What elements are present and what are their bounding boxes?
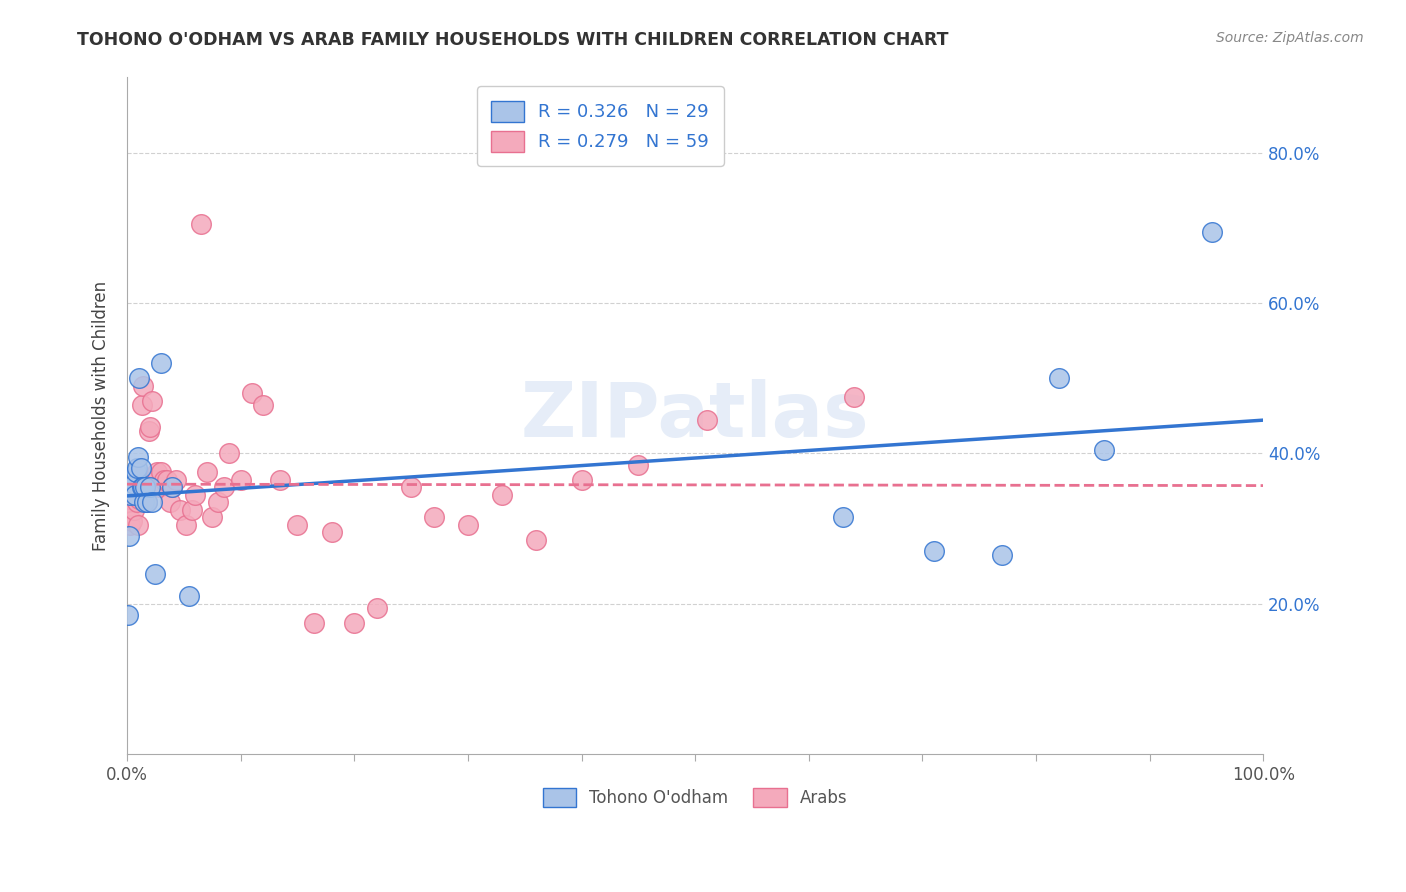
Point: [287, 517, 309, 532]
Point: [127, 495, 149, 509]
Point: [207, 495, 229, 509]
Point: [201, 510, 224, 524]
Point: [399, 480, 422, 494]
Point: [524, 533, 547, 547]
Point: [145, 566, 167, 581]
Point: [169, 503, 191, 517]
Point: [366, 600, 388, 615]
Point: [423, 510, 446, 524]
Point: [141, 495, 163, 509]
Point: [150, 465, 173, 479]
Point: [127, 517, 149, 532]
Point: [321, 525, 343, 540]
Point: [131, 480, 153, 494]
Point: [831, 510, 853, 524]
Point: [162, 480, 184, 494]
Point: [125, 465, 148, 479]
Point: [165, 473, 187, 487]
Point: [121, 514, 143, 528]
Y-axis label: Family Households with Children: Family Households with Children: [93, 281, 110, 551]
Point: [127, 488, 149, 502]
Point: [304, 615, 326, 630]
Point: [1047, 371, 1070, 385]
Point: [136, 495, 159, 509]
Point: [129, 480, 152, 494]
Legend: Tohono O'odham, Arabs: Tohono O'odham, Arabs: [536, 781, 855, 814]
Point: [134, 480, 156, 494]
Point: [212, 480, 235, 494]
Point: [121, 483, 143, 498]
Point: [179, 589, 201, 603]
Point: [141, 393, 163, 408]
Point: [180, 503, 202, 517]
Point: [195, 465, 218, 479]
Point: [138, 420, 160, 434]
Point: [122, 503, 145, 517]
Point: [343, 615, 366, 630]
Point: [128, 371, 150, 385]
Point: [120, 488, 142, 502]
Point: [184, 488, 207, 502]
Point: [118, 491, 141, 506]
Point: [252, 398, 274, 412]
Point: [174, 517, 197, 532]
Point: [627, 458, 650, 472]
Point: [120, 517, 142, 532]
Point: [127, 450, 149, 465]
Point: [138, 480, 160, 494]
Point: [129, 461, 152, 475]
Point: [156, 473, 179, 487]
Point: [844, 390, 866, 404]
Point: [121, 480, 143, 494]
Point: [121, 473, 143, 487]
Point: [122, 476, 145, 491]
Point: [135, 495, 157, 509]
Point: [218, 446, 240, 460]
Point: [1201, 225, 1223, 239]
Point: [128, 491, 150, 506]
Point: [153, 473, 176, 487]
Point: [457, 517, 479, 532]
Point: [696, 412, 718, 426]
Point: [145, 465, 167, 479]
Text: ZIPatlas: ZIPatlas: [520, 379, 869, 453]
Point: [190, 217, 212, 231]
Point: [132, 378, 155, 392]
Point: [922, 544, 945, 558]
Point: [159, 495, 181, 509]
Point: [571, 473, 593, 487]
Point: [132, 473, 155, 487]
Point: [125, 476, 148, 491]
Point: [1092, 442, 1115, 457]
Point: [124, 469, 146, 483]
Point: [162, 480, 184, 494]
Point: [143, 473, 166, 487]
Point: [138, 424, 160, 438]
Point: [136, 495, 159, 509]
Point: [117, 608, 139, 623]
Point: [127, 461, 149, 475]
Point: [240, 386, 263, 401]
Point: [118, 529, 141, 543]
Point: [491, 488, 513, 502]
Point: [229, 473, 252, 487]
Point: [132, 480, 155, 494]
Point: [134, 491, 156, 506]
Text: Source: ZipAtlas.com: Source: ZipAtlas.com: [1216, 31, 1364, 45]
Point: [117, 495, 139, 509]
Point: [150, 356, 173, 370]
Text: TOHONO O'ODHAM VS ARAB FAMILY HOUSEHOLDS WITH CHILDREN CORRELATION CHART: TOHONO O'ODHAM VS ARAB FAMILY HOUSEHOLDS…: [77, 31, 949, 49]
Point: [132, 495, 155, 509]
Point: [991, 548, 1014, 562]
Point: [148, 480, 170, 494]
Point: [269, 473, 291, 487]
Point: [124, 488, 146, 502]
Point: [131, 398, 153, 412]
